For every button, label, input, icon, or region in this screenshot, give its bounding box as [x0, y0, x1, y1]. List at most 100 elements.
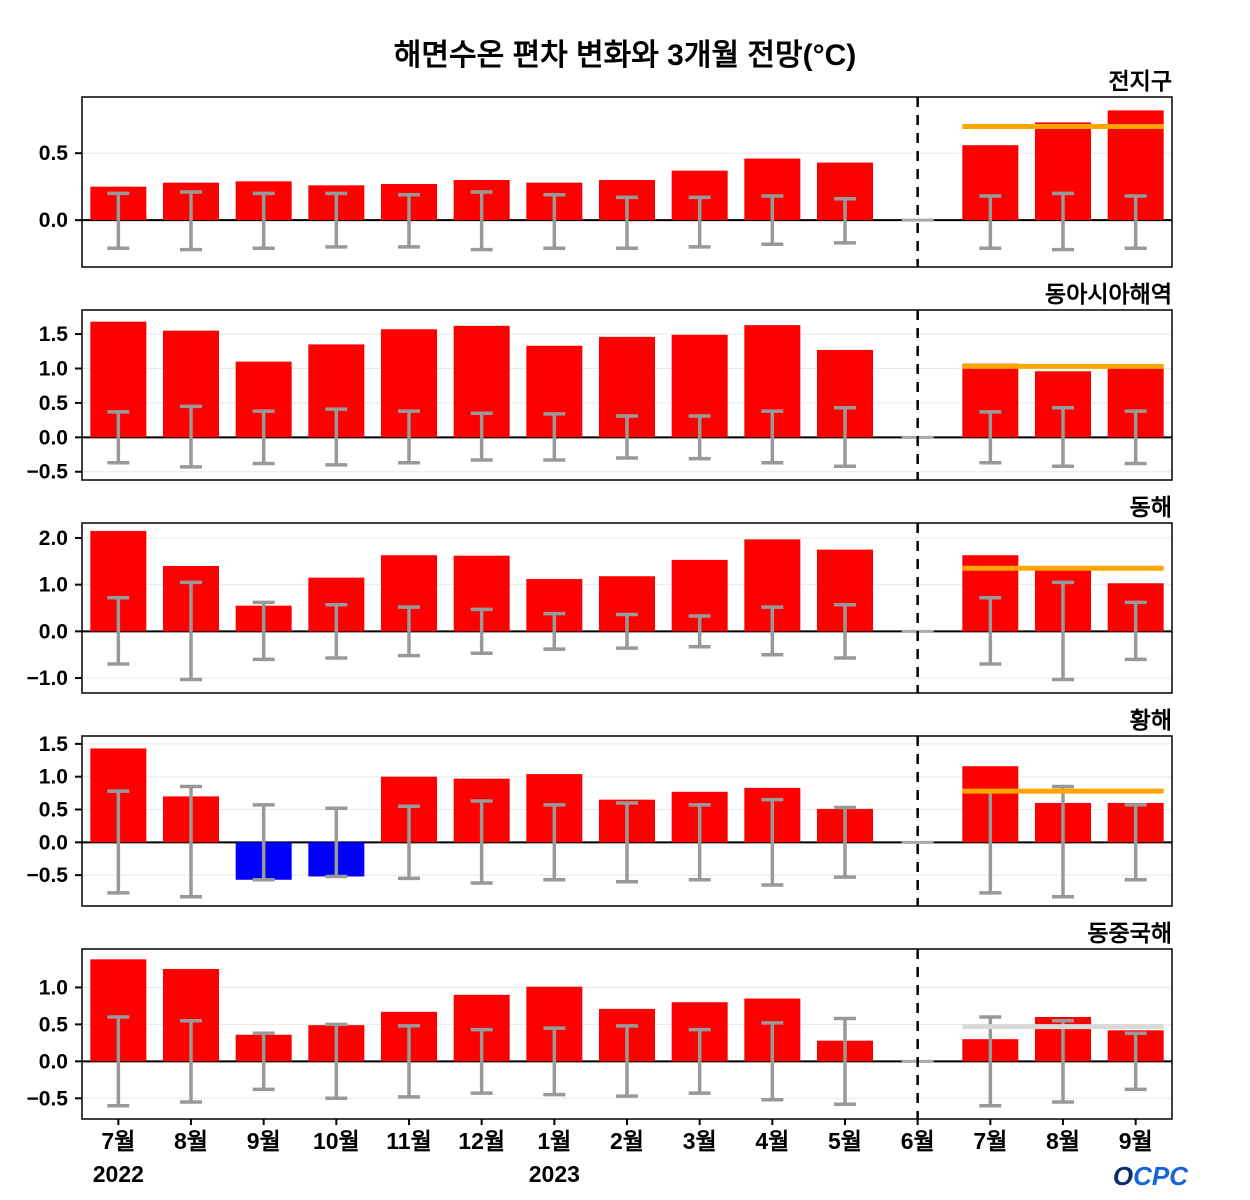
whisker	[180, 784, 202, 899]
x-tick-label: 7월	[101, 1128, 135, 1154]
year-label: 2022	[93, 1161, 144, 1187]
whisker	[107, 1015, 130, 1108]
whisker	[325, 806, 348, 879]
y-tick-label: 0.0	[39, 831, 68, 854]
whisker	[252, 1031, 275, 1092]
whisker	[180, 580, 202, 682]
whisker	[543, 192, 566, 251]
y-tick-label: 0.0	[39, 426, 68, 449]
whisker	[398, 409, 420, 465]
whisker	[543, 412, 566, 462]
panel-border	[81, 309, 1173, 481]
y-tick-label: 1.5	[39, 733, 69, 756]
whisker	[180, 404, 202, 469]
whisker	[252, 409, 275, 466]
whisker	[834, 405, 856, 468]
whisker	[834, 1016, 856, 1106]
y-tick-label: 2.0	[39, 527, 68, 550]
panel-region-label: 동해	[1130, 494, 1172, 520]
panel-4: −0.5 0.0 0.5 1.0 1.5 황해	[27, 707, 1173, 907]
x-tick-label: 10월	[313, 1128, 360, 1154]
whisker	[761, 194, 784, 246]
x-tick-label: 4월	[755, 1128, 789, 1154]
whisker	[688, 614, 711, 649]
x-tick-label: 9월	[247, 1128, 281, 1154]
x-tick-label: 2월	[610, 1128, 644, 1154]
y-tick-label: −1.0	[27, 667, 68, 690]
whisker	[1052, 580, 1074, 682]
panel-border	[81, 96, 1173, 268]
whisker	[1052, 405, 1074, 468]
whisker	[1124, 194, 1147, 251]
whisker	[616, 195, 638, 251]
whisker	[107, 410, 130, 465]
y-tick-label: 1.0	[39, 358, 68, 381]
x-tick-label: 11월	[386, 1128, 431, 1154]
x-tick-label: 6월	[901, 1128, 935, 1154]
whisker	[107, 595, 130, 666]
whisker	[543, 1026, 566, 1097]
whisker	[470, 607, 493, 656]
whisker	[761, 797, 784, 887]
ocpc-logo: OCPC	[1112, 1161, 1188, 1191]
whisker	[616, 612, 638, 650]
whisker	[761, 1021, 784, 1102]
whisker	[325, 602, 348, 660]
y-tick-label: −0.5	[27, 461, 69, 484]
y-tick-label: 0.0	[39, 209, 68, 232]
whisker	[616, 801, 638, 884]
y-tick-label: 1.0	[39, 766, 68, 789]
whisker	[688, 803, 711, 882]
whisker	[398, 192, 420, 249]
whisker	[325, 1022, 348, 1101]
whisker	[688, 195, 711, 249]
whisker	[470, 799, 493, 885]
whisker	[107, 191, 130, 251]
x-tick-label: 8월	[1046, 1128, 1080, 1154]
whisker	[979, 194, 1002, 251]
whisker	[470, 1027, 493, 1095]
panel-3: −1.0 0.0 1.0 2.0 동해	[27, 494, 1173, 694]
whisker	[616, 1024, 638, 1098]
whisker	[543, 803, 566, 882]
panel-1: 0.0 0.5 전지구	[39, 68, 1173, 268]
whisker	[761, 605, 784, 657]
whisker	[543, 611, 566, 651]
y-tick-label: 0.5	[39, 1013, 69, 1036]
panel-border	[81, 735, 1173, 907]
whisker	[834, 196, 856, 245]
y-tick-label: 0.5	[39, 142, 69, 165]
whisker	[616, 414, 638, 460]
panel-2: −0.5 0.0 0.5 1.0 1.5 동아시아해역	[27, 281, 1173, 484]
whisker	[252, 191, 275, 251]
x-tick-label: 3월	[683, 1128, 717, 1154]
panel-5: −0.5 0.0 0.5 1.0 동중국해	[27, 920, 1173, 1120]
whisker	[979, 595, 1002, 666]
panel-region-label: 동중국해	[1087, 920, 1172, 946]
y-tick-label: −0.5	[27, 1087, 69, 1110]
y-tick-label: 0.5	[39, 392, 69, 415]
whisker	[834, 805, 856, 879]
x-tick-label: 12월	[458, 1128, 505, 1154]
y-tick-label: 0.0	[39, 620, 68, 643]
whisker	[1124, 600, 1147, 662]
y-tick-label: 0.0	[39, 1050, 68, 1073]
x-tick-label: 8월	[174, 1128, 208, 1154]
whisker	[834, 602, 856, 660]
x-tick-label: 5월	[828, 1128, 862, 1154]
y-tick-label: 1.0	[39, 976, 68, 999]
whisker	[1052, 1018, 1074, 1104]
whisker	[252, 803, 275, 882]
whisker	[688, 414, 711, 461]
whisker	[398, 1024, 420, 1099]
whisker	[180, 1018, 202, 1104]
panel-region-label: 전지구	[1109, 68, 1172, 94]
whisker	[1124, 803, 1147, 882]
panel-border	[81, 522, 1173, 694]
page-title: 해면수온 편차 변화와 3개월 전망(°C)	[393, 39, 857, 72]
whisker	[688, 1027, 711, 1095]
whisker	[761, 409, 784, 465]
whisker	[398, 605, 420, 658]
